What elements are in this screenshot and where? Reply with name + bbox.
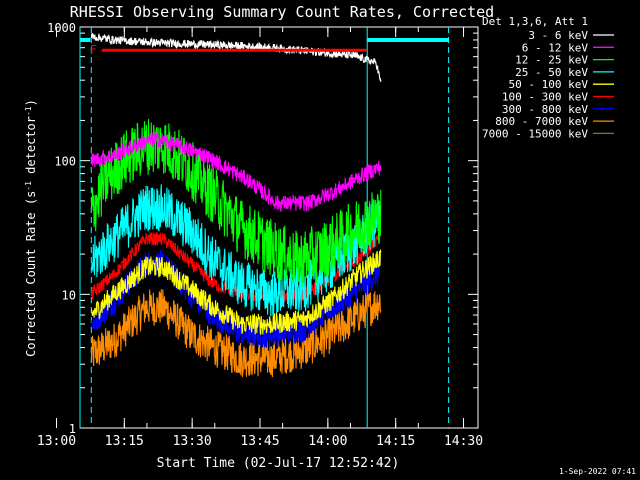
legend-entry: 100 - 300 keV (502, 91, 588, 104)
y-tick-label: 100 (54, 155, 76, 169)
x-tick-label: 13:00 (37, 434, 76, 449)
series-line (90, 118, 382, 288)
legend-header: Det 1,3,6, Att 1 (482, 15, 588, 28)
flare-marker-label: F (90, 43, 97, 57)
legend-entry: 300 - 800 keV (502, 103, 588, 116)
y-tick-label: 1 (69, 422, 76, 436)
plot-frame (79, 26, 479, 429)
legend-entry: 3 - 6 keV (528, 29, 588, 42)
generation-date: 1-Sep-2022 07:41 (559, 467, 636, 476)
y-tick-label: 1000 (47, 21, 76, 35)
y-tick-label: 10 (62, 288, 76, 302)
series-line (90, 131, 382, 213)
x-tick-label: 13:45 (240, 434, 279, 449)
legend-entry: 12 - 25 keV (515, 54, 588, 67)
x-tick-label: 14:30 (444, 434, 483, 449)
legend-entry: 50 - 100 keV (509, 78, 589, 91)
legend-entry: 800 - 7000 keV (495, 115, 588, 128)
x-tick-label: 14:00 (308, 434, 347, 449)
series-line (90, 33, 382, 82)
x-tick-label: 13:30 (173, 434, 212, 449)
x-axis-label: Start Time (02-Jul-17 12:52:42) (157, 456, 400, 471)
y-axis-label: Corrected Count Rate (s-1 detector-1) (24, 99, 38, 357)
series-line (90, 184, 382, 317)
series-line (90, 289, 382, 378)
legend-entry: 25 - 50 keV (515, 66, 588, 79)
x-tick-label: 14:15 (376, 434, 415, 449)
chart-title: RHESSI Observing Summary Count Rates, Co… (70, 3, 494, 21)
series-line (90, 249, 382, 336)
plot-area: 1 10 100 1000 13:00 13:15 13:30 13:45 14:00 14:15… (37, 21, 483, 449)
x-tick-label: 13:15 (105, 434, 144, 449)
legend-entry: 7000 - 15000 keV (482, 127, 588, 140)
legend-entry: 6 - 12 keV (522, 41, 589, 54)
